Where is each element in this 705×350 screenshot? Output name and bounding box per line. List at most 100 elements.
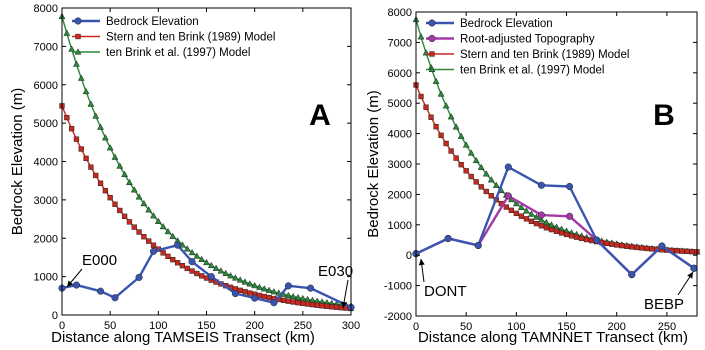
data-point xyxy=(130,186,138,193)
data-point xyxy=(246,280,254,287)
data-point xyxy=(517,203,525,210)
series-line xyxy=(415,194,695,276)
data-point xyxy=(121,213,128,219)
data-point xyxy=(448,148,454,154)
data-point xyxy=(231,274,239,281)
data-point xyxy=(583,236,590,243)
data-point xyxy=(77,74,85,81)
series-bedrock-elevation xyxy=(58,241,355,311)
legend-item: Stern and ten Brink (1989) Model xyxy=(72,32,275,44)
legend-label: Stern and ten Brink (1989) Model xyxy=(106,32,275,44)
data-point xyxy=(160,250,166,256)
data-point xyxy=(473,179,479,185)
data-point xyxy=(97,123,104,130)
y-tick-label: 8000 xyxy=(388,7,412,19)
data-point xyxy=(222,269,230,276)
data-point xyxy=(117,207,123,214)
legend-label: Bedrock Elevation xyxy=(460,18,553,30)
data-point xyxy=(689,248,695,255)
data-point xyxy=(149,247,158,255)
annotation-label: E000 xyxy=(82,252,117,269)
data-point xyxy=(423,104,429,110)
data-point xyxy=(565,182,574,191)
data-point xyxy=(578,235,585,242)
data-point xyxy=(433,123,439,130)
legend: Bedrock Elevation Root-adjusted Topograph… xyxy=(426,18,629,77)
y-tick-label: 0 xyxy=(406,250,412,262)
data-point xyxy=(543,218,550,226)
legend-item: ten Brink et al. (1997) Model xyxy=(426,65,604,77)
legend-marker xyxy=(74,17,82,25)
data-point xyxy=(432,77,440,84)
data-point xyxy=(174,260,181,266)
y-tick-label: 8000 xyxy=(34,3,58,15)
data-point xyxy=(538,223,545,229)
data-point xyxy=(165,253,171,260)
data-point xyxy=(684,248,690,255)
data-point xyxy=(183,245,191,252)
annotation-bebp: BEBP xyxy=(644,271,694,313)
data-point xyxy=(126,219,133,225)
data-point xyxy=(111,153,119,160)
data-point xyxy=(107,195,113,201)
data-point xyxy=(309,301,316,308)
data-point xyxy=(314,302,320,308)
series-line xyxy=(415,165,695,276)
data-point xyxy=(319,303,325,309)
data-point xyxy=(624,243,630,249)
x-tick-label: 250 xyxy=(658,321,676,333)
data-point xyxy=(188,258,196,266)
data-point xyxy=(482,170,490,177)
y-axis-title: Bedrock Elevation (m) xyxy=(9,88,26,236)
annotation-arrowhead xyxy=(418,259,425,266)
data-point xyxy=(604,240,610,247)
data-point xyxy=(492,181,500,188)
y-tick-label: 2000 xyxy=(388,189,412,201)
legend-item: Stern and ten Brink (1989) Model xyxy=(426,49,629,61)
data-point xyxy=(266,294,272,301)
data-point xyxy=(442,102,450,109)
data-point xyxy=(188,248,196,256)
data-point xyxy=(508,207,514,213)
data-point xyxy=(140,199,148,207)
legend-marker xyxy=(428,65,436,73)
data-point xyxy=(295,300,301,306)
annotation-arrowhead xyxy=(67,280,74,287)
data-point xyxy=(478,184,484,190)
data-point xyxy=(203,258,210,266)
data-point xyxy=(199,273,205,279)
panel-letter: B xyxy=(653,99,675,132)
data-point xyxy=(164,227,172,235)
data-point xyxy=(111,294,119,302)
data-point xyxy=(305,301,311,307)
data-point xyxy=(300,300,306,307)
x-tick-label: 250 xyxy=(294,320,312,332)
data-point xyxy=(112,201,118,207)
series-root-adjusted-topography xyxy=(412,192,698,279)
data-point xyxy=(212,264,220,271)
data-point xyxy=(628,271,636,279)
data-point xyxy=(136,229,142,235)
data-point xyxy=(116,162,124,169)
data-point xyxy=(504,192,512,200)
y-tick-label: 4000 xyxy=(388,129,412,141)
data-point xyxy=(512,199,520,207)
x-tick-label: 0 xyxy=(413,321,419,333)
data-point xyxy=(614,242,620,248)
data-point xyxy=(280,297,287,303)
annotation-label: DONT xyxy=(424,283,467,300)
legend-item: Bedrock Elevation xyxy=(426,18,553,30)
data-point xyxy=(438,132,444,138)
data-point xyxy=(523,216,530,222)
annotation-dont: DONT xyxy=(418,258,467,300)
series-stern-and-ten-brink-1989-model xyxy=(59,103,354,312)
annotation-arrowhead xyxy=(687,272,693,279)
data-point xyxy=(593,236,601,244)
data-point xyxy=(174,241,182,249)
y-tick-label: 1000 xyxy=(34,272,58,284)
legend-marker xyxy=(74,48,82,55)
x-tick-label: 150 xyxy=(557,321,575,333)
data-point xyxy=(101,134,109,141)
data-point xyxy=(453,155,459,161)
data-point xyxy=(674,248,680,254)
